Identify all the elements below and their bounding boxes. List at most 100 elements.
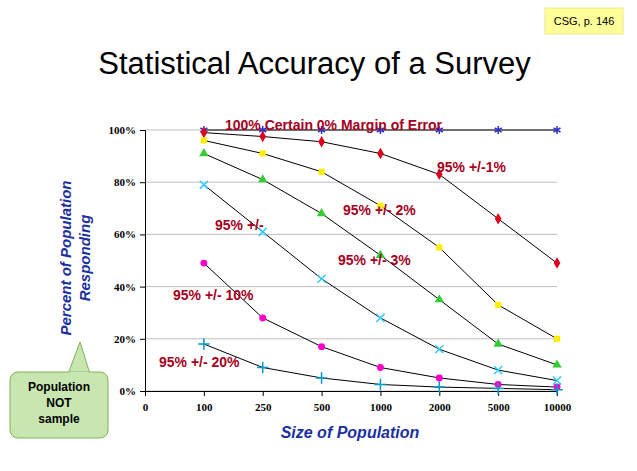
y-tick: 80% [114,176,145,188]
x-tick-label: 250 [255,401,272,413]
grid [145,130,557,391]
x-tick: 0 [143,391,149,413]
source-note: CSG, p. 146 [554,15,615,27]
x-tick-mark [322,391,323,396]
series-label: 95% +/- 3% [338,252,411,268]
marker [435,345,443,353]
series-line [204,140,557,338]
plot-area [198,126,563,395]
x-tick: 250 [255,391,272,413]
marker [551,384,562,395]
series-label: 100% Certain 0% Margin of Error [225,117,443,133]
marker [554,336,560,342]
y-tick: 40% [114,281,145,293]
x-tick-mark [204,391,205,396]
y-tick-label: 20% [114,333,136,345]
x-tick-label: 1000 [370,401,393,413]
x-tick-label: 0 [143,401,149,413]
marker [198,338,209,349]
y-axis-title: Percent of PopulationResponding [57,180,93,335]
marker [318,169,324,175]
y-tick-mark [140,234,145,235]
marker [436,374,443,381]
x-tick: 1000 [370,391,393,413]
y-tick-label: 60% [114,228,136,240]
marker [199,148,208,156]
y-tick-mark [140,182,145,183]
marker [316,372,327,383]
series-label: 95% +/- 20% [159,354,240,370]
source-box [545,8,623,34]
series-line [204,153,557,364]
marker [376,314,384,322]
callout-pointer [68,342,90,374]
y-tick: 60% [114,228,145,240]
x-tick: 5000 [488,391,511,413]
marker [492,383,503,394]
y-tick-mark [140,339,145,340]
marker [434,381,445,392]
marker [552,359,561,367]
y-axis: 0% 20% 40% 60% 80% 100% [109,124,146,397]
chart-svg: Statistical Accuracy of a Survey CSG, p. … [0,0,637,471]
marker [436,244,442,250]
y-tick-mark [140,287,145,288]
marker [377,148,384,159]
marker [375,379,386,390]
marker [493,339,502,347]
x-tick: 100 [196,391,213,413]
series-labels: 100% Certain 0% Margin of Error 95% +/-1%… [159,117,506,370]
y-tick: 0% [120,385,146,397]
y-tick: 100% [109,124,146,136]
y-tick-mark [140,391,145,392]
x-tick: 500 [314,391,331,413]
callout: PopulationNOTsample [10,342,108,438]
marker [260,150,266,156]
marker [258,174,267,182]
marker [200,181,208,189]
y-tick-label: 80% [114,176,136,188]
marker [554,126,561,134]
x-axis-line [146,392,558,397]
marker [201,127,208,138]
series-line [204,344,557,390]
y-tick: 20% [114,333,145,345]
x-tick-label: 2000 [429,401,452,413]
y-tick-label: 0% [120,385,137,397]
marker [553,376,561,384]
marker [318,343,325,350]
x-tick-label: 10000 [544,401,572,413]
marker [257,362,268,373]
marker [259,314,266,321]
marker [317,275,325,283]
marker [377,364,384,371]
x-tick-mark [263,391,264,396]
chart-container: Statistical Accuracy of a Survey CSG, p. … [0,0,637,471]
x-tick-label: 5000 [488,401,511,413]
y-tick-label: 40% [114,281,136,293]
series-label: 95% +/- 2% [343,202,416,218]
x-tick-mark [380,391,381,396]
callout-box [10,372,108,438]
marker [317,208,326,216]
x-axis-title: Size of Population [281,424,420,441]
series-label: 95% +/- [215,217,264,233]
x-tick-label: 100 [196,401,213,413]
chart-title: Statistical Accuracy of a Survey [98,46,531,81]
y-tick-label: 100% [109,124,137,136]
marker [554,257,561,268]
series-line [204,263,557,387]
marker [494,366,502,374]
marker [201,137,207,143]
x-tick: 2000 [429,391,452,413]
y-axis-line [140,131,146,392]
y-tick-mark [140,130,145,131]
marker [435,294,444,302]
series-line [204,185,557,381]
marker [200,260,207,267]
series-label: 95% +/-1% [437,159,506,175]
callout-text: PopulationNOTsample [28,380,90,426]
callout-joint [69,372,89,374]
grid-line [145,338,557,339]
marker [495,213,502,224]
